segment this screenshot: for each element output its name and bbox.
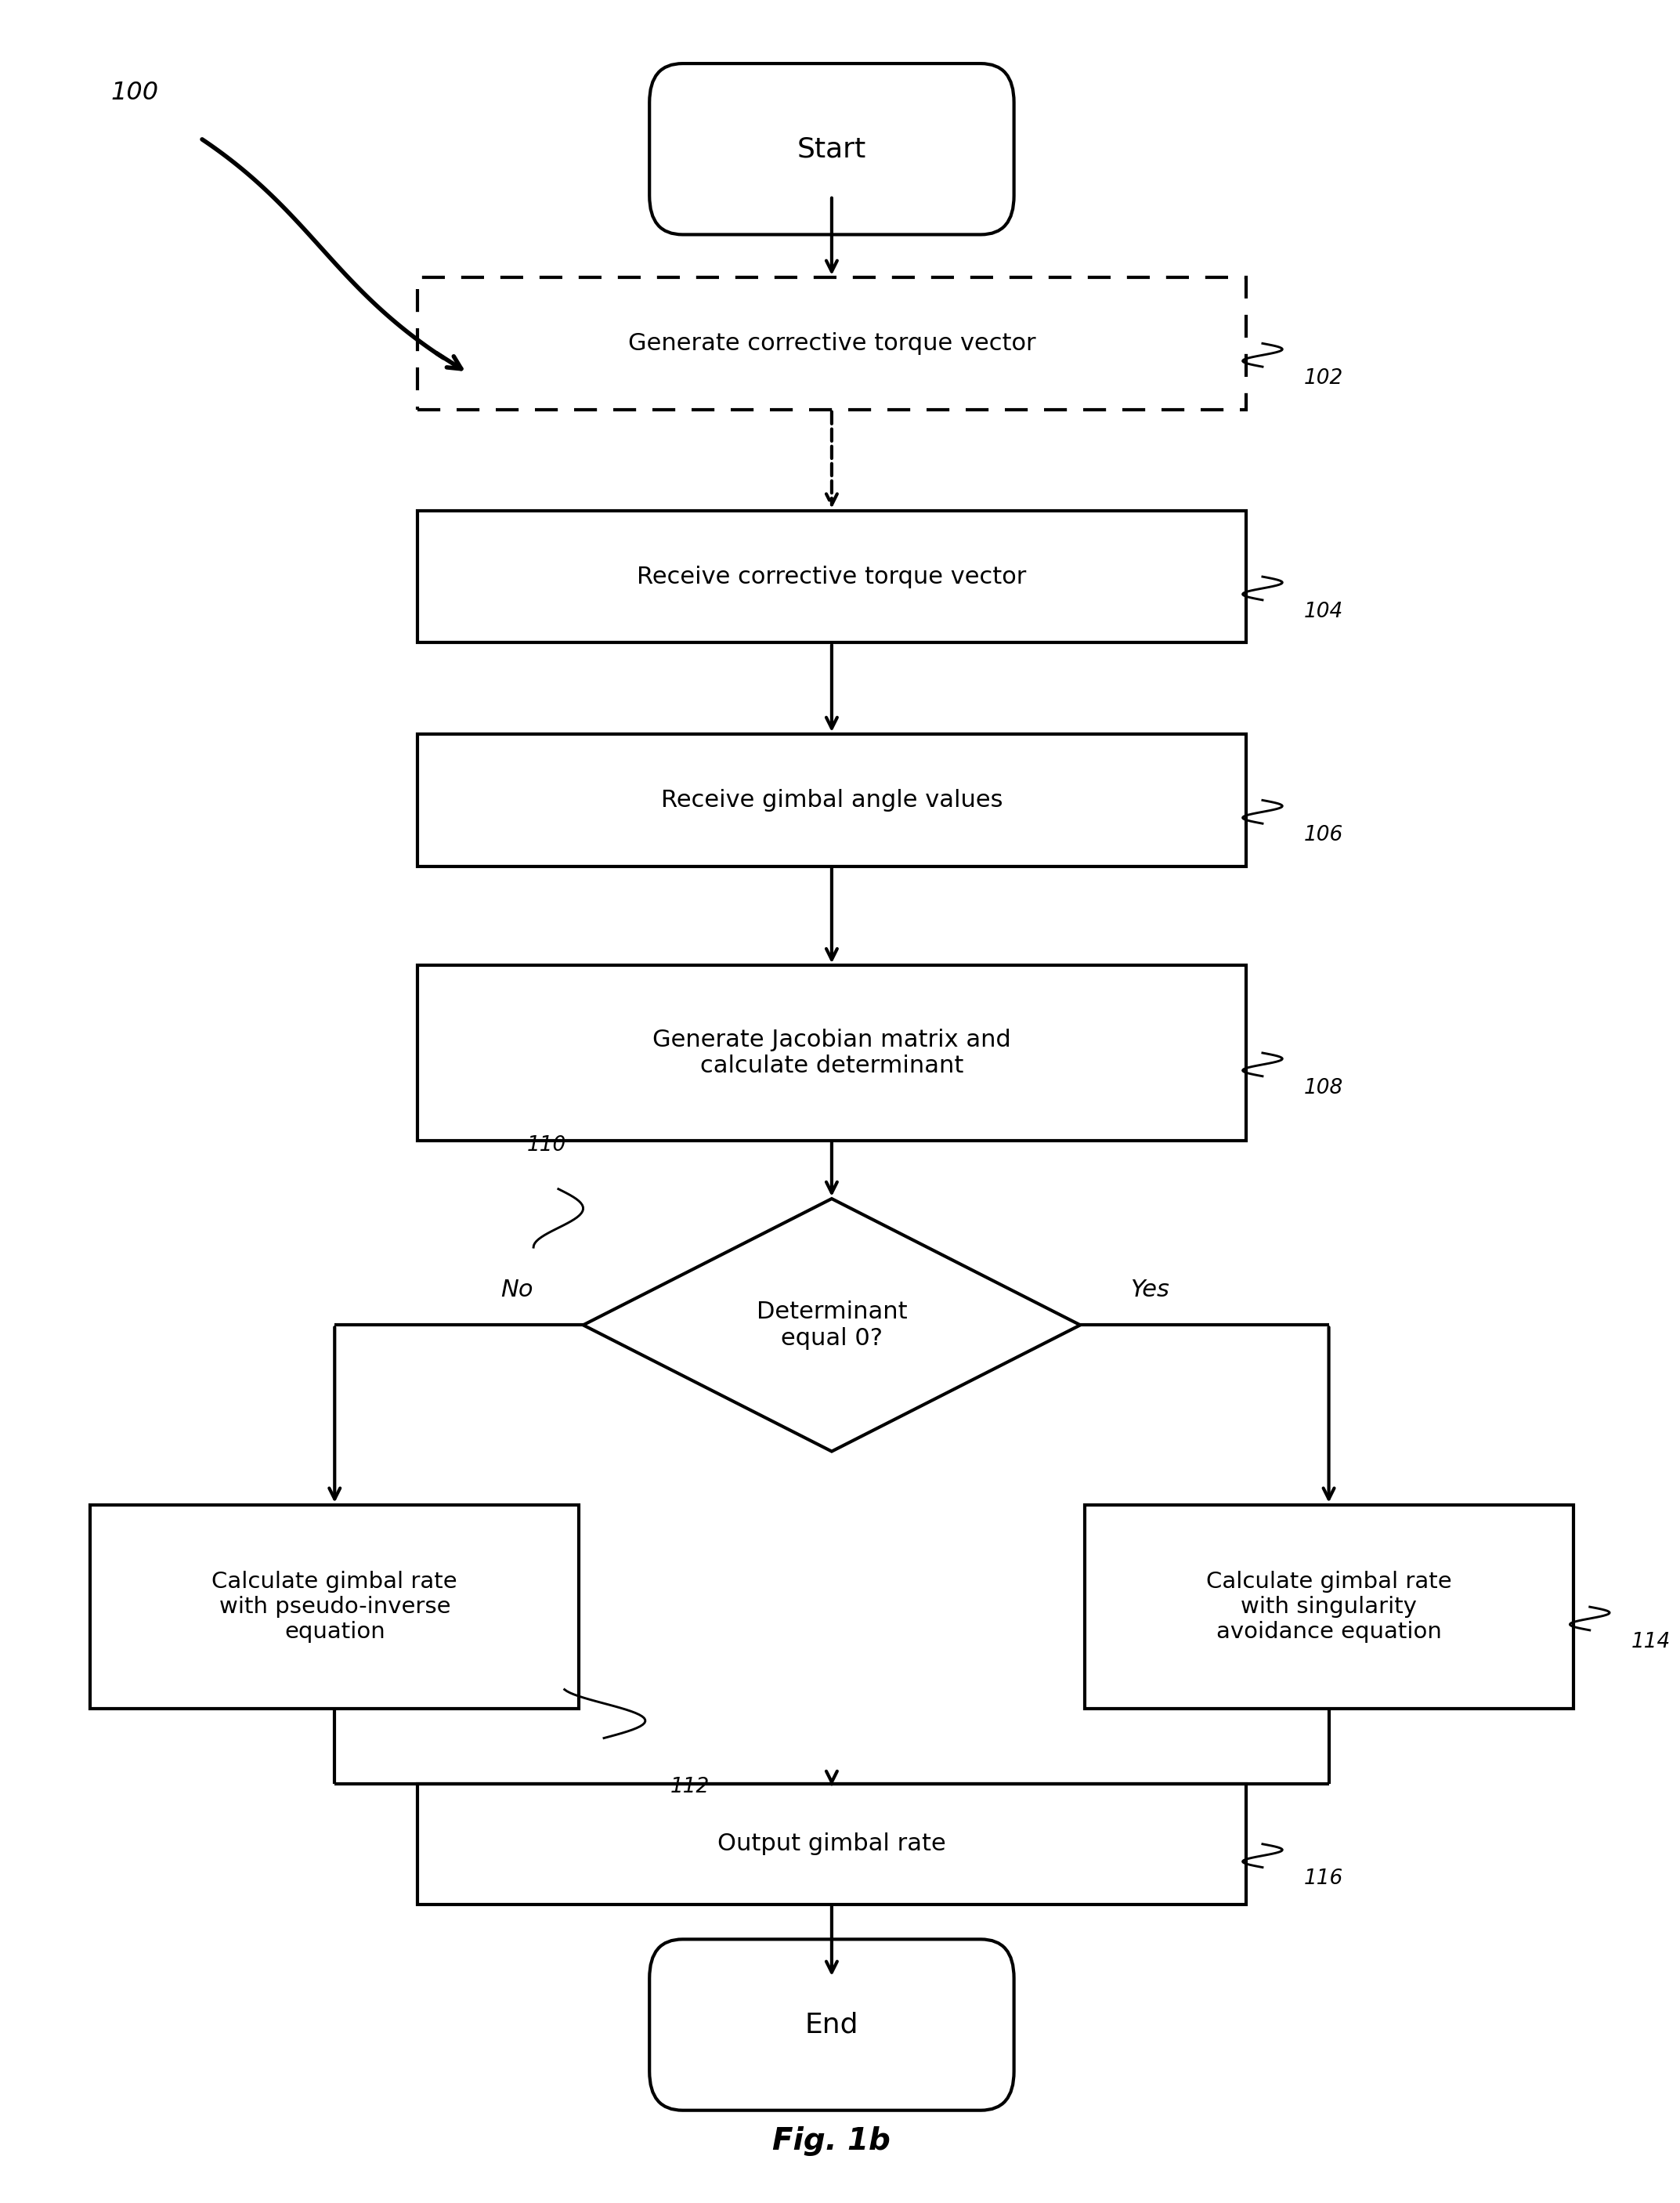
Text: 116: 116: [1304, 1868, 1344, 1890]
Text: Yes: Yes: [1131, 1278, 1169, 1302]
FancyBboxPatch shape: [650, 1939, 1015, 2110]
Text: 104: 104: [1304, 601, 1344, 621]
Text: 102: 102: [1304, 368, 1344, 388]
Text: Fig. 1b: Fig. 1b: [773, 2126, 890, 2157]
Bar: [418, 511, 1247, 643]
Text: End: End: [805, 2011, 858, 2038]
Text: 110: 110: [528, 1135, 566, 1157]
Text: Start: Start: [796, 137, 867, 163]
Text: Generate corrective torque vector: Generate corrective torque vector: [628, 333, 1035, 355]
Bar: [418, 965, 1247, 1141]
Text: Calculate gimbal rate
with pseudo-inverse
equation: Calculate gimbal rate with pseudo-invers…: [212, 1571, 457, 1643]
Bar: [418, 1784, 1247, 1903]
Text: Receive corrective torque vector: Receive corrective torque vector: [637, 566, 1026, 588]
Bar: [418, 734, 1247, 866]
Text: Generate Jacobian matrix and
calculate determinant: Generate Jacobian matrix and calculate d…: [652, 1029, 1011, 1077]
Bar: [91, 1505, 580, 1710]
Text: No: No: [501, 1278, 534, 1302]
Text: 108: 108: [1304, 1077, 1344, 1097]
Text: 100: 100: [111, 82, 160, 106]
Text: 106: 106: [1304, 824, 1344, 846]
Text: Receive gimbal angle values: Receive gimbal angle values: [660, 789, 1003, 811]
Text: Determinant
equal 0?: Determinant equal 0?: [756, 1300, 907, 1350]
Polygon shape: [583, 1198, 1080, 1452]
Text: Calculate gimbal rate
with singularity
avoidance equation: Calculate gimbal rate with singularity a…: [1206, 1571, 1452, 1643]
Text: Output gimbal rate: Output gimbal rate: [717, 1833, 946, 1855]
FancyBboxPatch shape: [650, 64, 1015, 234]
Bar: [1084, 1505, 1572, 1710]
Bar: [418, 278, 1247, 410]
Text: 112: 112: [670, 1778, 709, 1798]
Text: 114: 114: [1631, 1632, 1670, 1652]
